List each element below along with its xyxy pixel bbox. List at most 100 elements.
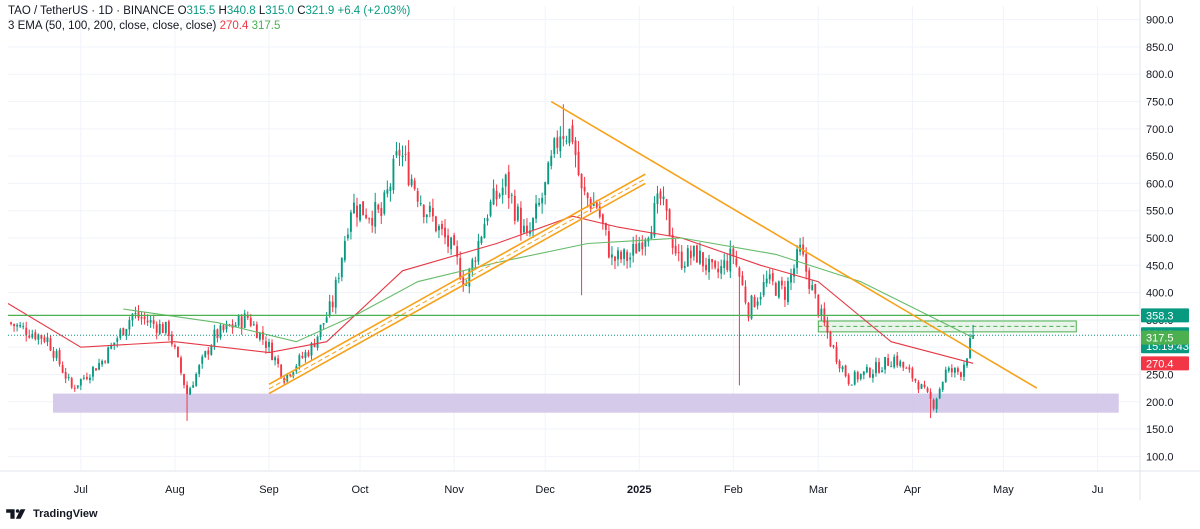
tradingview-logo-icon [6, 509, 26, 519]
candle-body [917, 382, 920, 390]
candle-body [258, 332, 261, 340]
candle-body [868, 367, 871, 378]
candle-body [559, 136, 562, 152]
candle-body [268, 342, 270, 348]
candle-body [201, 356, 204, 364]
candle-body [726, 260, 729, 270]
candle-body [389, 186, 392, 192]
candle-body [932, 399, 935, 409]
candle-body [186, 384, 188, 395]
candle-body [447, 235, 449, 247]
candle-body [963, 364, 965, 377]
open-value: 315.5 [186, 5, 216, 17]
candle-body [899, 361, 902, 366]
candle-body [759, 296, 762, 300]
candle-body [844, 365, 847, 377]
candles [10, 104, 975, 421]
candle-body [316, 336, 319, 348]
x-tick-label: Sep [259, 484, 279, 496]
candle-body [953, 367, 956, 373]
candle-body [64, 371, 67, 379]
candle-body [562, 136, 565, 140]
candle-body [89, 377, 91, 381]
candle-body [374, 201, 377, 227]
candle-body [444, 227, 446, 238]
y-tick-label: 500.0 [1146, 233, 1174, 245]
candle-body [717, 268, 720, 273]
candle-body [380, 208, 383, 217]
close-label: C [297, 5, 306, 17]
candle-body [40, 334, 43, 339]
zones [53, 320, 1119, 413]
candle-body [780, 280, 783, 286]
candle-body [180, 357, 182, 373]
candle-body [349, 212, 352, 232]
candle-body [878, 362, 880, 373]
candle-body [489, 201, 492, 216]
candle-body [875, 362, 877, 374]
x-tick-label: Mar [809, 484, 828, 496]
y-axis: 100.0150.0200.0250.0300.0350.0400.0450.0… [1139, 0, 1174, 500]
candle-body [113, 342, 116, 346]
candle-body [61, 365, 64, 373]
y-tick-label: 450.0 [1146, 260, 1174, 272]
candle-body [474, 260, 477, 262]
candle-body [586, 193, 589, 199]
candle-body [835, 346, 838, 362]
candle-body [453, 235, 456, 246]
candle-body [644, 239, 647, 247]
candle-body [753, 296, 756, 308]
candle-body [617, 250, 619, 260]
candle-body [765, 278, 768, 284]
candle-body [741, 275, 744, 286]
candle-body [471, 259, 474, 272]
ema-label: 3 EMA (50, 100, 200, close, close, close… [8, 20, 217, 32]
candle-body [705, 264, 707, 271]
candle-body [656, 193, 659, 204]
candle-body [750, 295, 753, 319]
candle-body [896, 355, 899, 366]
ema-legend[interactable]: 3 EMA (50, 100, 200, close, close, close… [8, 20, 280, 32]
candle-body [177, 346, 179, 357]
candle-body [34, 332, 37, 340]
candle-body [529, 230, 531, 234]
x-tick-label: May [993, 484, 1014, 496]
candle-body [960, 372, 962, 377]
candle-body [365, 214, 368, 219]
candle-body [274, 357, 277, 361]
candle-body [881, 370, 883, 372]
candle-body [574, 140, 577, 156]
candle-body [856, 372, 859, 380]
candle-body [762, 282, 765, 296]
candle-body [207, 350, 210, 355]
candle-body [243, 313, 246, 328]
candle-body [334, 279, 337, 308]
candle-body [58, 350, 61, 365]
ema-value-2: 317.5 [251, 20, 281, 32]
candle-body [790, 274, 792, 283]
symbol-legend[interactable]: TAO / TetherUS · 1D · BINANCE O315.5 H34… [8, 5, 410, 17]
candle-body [122, 328, 125, 336]
candle-body [216, 329, 219, 339]
candle-body [404, 153, 407, 155]
candle-body [504, 174, 507, 187]
y-tick-label: 850.0 [1146, 42, 1174, 54]
candle-body [137, 311, 140, 318]
candle-body [192, 385, 195, 388]
candle-body [82, 377, 85, 379]
candle-body [510, 194, 513, 196]
y-tick-label: 700.0 [1146, 124, 1174, 136]
candle-body [152, 320, 155, 324]
candle-body [756, 301, 759, 306]
candle-body [544, 182, 547, 196]
candle-body [538, 202, 541, 205]
candle-body [146, 320, 149, 323]
candle-body [853, 371, 856, 385]
candle-body [131, 313, 134, 321]
candle-body [101, 360, 104, 365]
tradingview-brand[interactable]: TradingView [6, 508, 98, 520]
candle-body [280, 364, 283, 378]
y-tick-label: 200.0 [1146, 397, 1174, 409]
candle-body [438, 226, 440, 231]
